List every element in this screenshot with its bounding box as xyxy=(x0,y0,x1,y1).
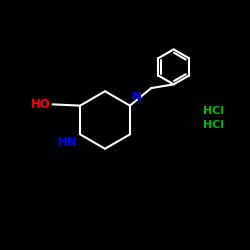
Text: HCl: HCl xyxy=(202,106,224,116)
Text: HO: HO xyxy=(31,98,50,111)
Text: HCl: HCl xyxy=(202,120,224,130)
Text: HN: HN xyxy=(58,136,78,148)
Text: N: N xyxy=(132,90,142,104)
